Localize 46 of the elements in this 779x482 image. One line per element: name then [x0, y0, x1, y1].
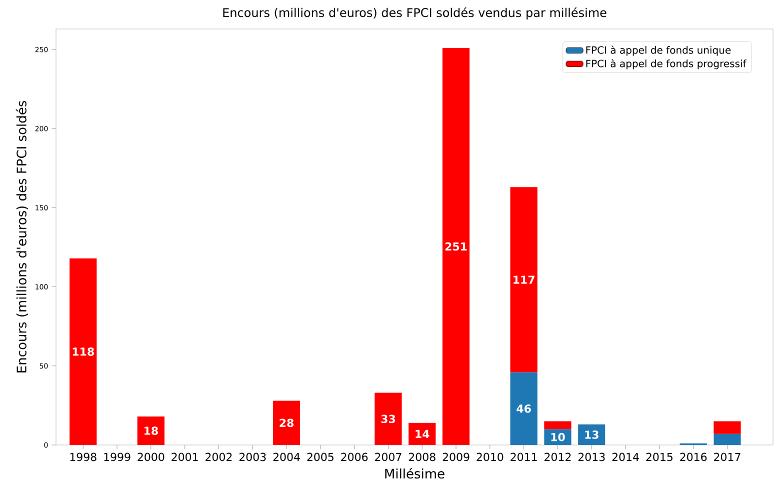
bar [578, 424, 606, 446]
x-tick-label: 2008 [408, 452, 436, 462]
x-tick-label: 2005 [307, 452, 334, 462]
bar [714, 421, 741, 434]
data-label: 118 [72, 348, 94, 356]
x-tick-label: 2015 [646, 452, 672, 462]
data-label: 33 [381, 414, 396, 424]
bar [137, 416, 164, 446]
data-label: 18 [144, 426, 158, 435]
bar [544, 421, 572, 430]
x-tick-label: 2002 [206, 452, 232, 462]
x-tick-label: 2004 [273, 452, 300, 462]
data-label: 117 [514, 276, 534, 284]
bar [442, 48, 470, 446]
data-label: 28 [280, 418, 294, 428]
data-label: 14 [416, 430, 430, 438]
x-tick-label: 2003 [239, 452, 266, 462]
legend-label: FPCI à appel de fonds progressif [586, 59, 747, 70]
x-axis-title: Millésime [385, 468, 444, 479]
x-tick-label: 2001 [172, 452, 198, 462]
x-tick-label: 1999 [104, 452, 130, 462]
bar [714, 434, 741, 446]
bar [70, 258, 97, 446]
bar [374, 392, 402, 446]
x-tick-label: 2006 [341, 452, 368, 462]
x-tick-label: 2016 [680, 452, 707, 462]
bar [272, 400, 300, 446]
x-tick-label: 1998 [70, 452, 96, 462]
legend-label: FPCI à appel de fonds unique [586, 46, 731, 56]
x-tick-label: 2010 [476, 452, 504, 462]
y-axis-title: Encours (millions d'euros) des FPCI soldés [16, 101, 28, 372]
x-tick-label: 2009 [442, 452, 470, 462]
chart-title: Encours (millions d'euros) des FPCI soldés vendus par millésime [223, 7, 606, 20]
data-label: 46 [516, 404, 531, 413]
x-tick-label: 2017 [714, 452, 740, 462]
data-label: 10 [551, 432, 565, 442]
x-tick-label: 2013 [578, 452, 605, 462]
x-tick-label: 2014 [612, 452, 639, 462]
x-tick-label: 2007 [375, 452, 402, 462]
bar [510, 372, 538, 446]
x-tick-label: 2000 [138, 452, 164, 462]
data-label: 251 [445, 242, 467, 251]
bar [510, 187, 538, 372]
data-label: 13 [585, 430, 598, 439]
x-tick-label: 2012 [544, 452, 571, 462]
x-tick-label: 2011 [510, 452, 537, 462]
